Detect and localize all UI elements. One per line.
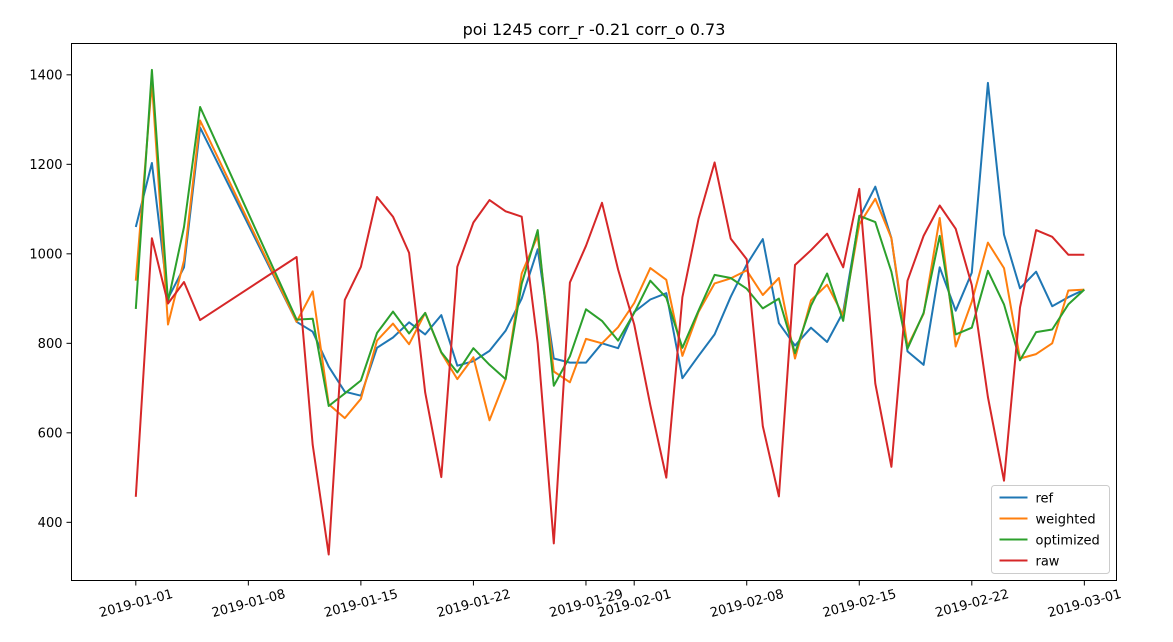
- plot-area-frame: [71, 43, 1117, 581]
- y-tick-label: 600: [38, 426, 63, 441]
- y-tick-label: 1400: [29, 68, 62, 83]
- legend: ref weighted optimized raw: [991, 485, 1110, 574]
- x-axis: 2019-01-01 2019-01-08 2019-01-15 2019-01-22…: [98, 580, 1123, 621]
- series-line-weighted: [134, 81, 1085, 422]
- y-tick-label: 1200: [29, 158, 62, 173]
- legend-box: [991, 485, 1110, 574]
- x-tick-label: 2019-01-08: [210, 587, 287, 621]
- x-tick-label: 2019-03-01: [1046, 587, 1123, 621]
- legend-label-raw: raw: [1036, 555, 1060, 570]
- x-tick-label: 2019-01-01: [98, 587, 175, 621]
- series-line-raw: [134, 161, 1085, 556]
- x-tick-label: 2019-01-22: [435, 587, 512, 621]
- y-axis: 400 600 800 1000 1200 1400: [29, 68, 72, 531]
- legend-label-weighted: weighted: [1036, 513, 1096, 528]
- series-line-optimized: [134, 68, 1085, 407]
- legend-label-ref: ref: [1036, 492, 1054, 507]
- series-layer: [134, 68, 1085, 556]
- x-tick-label: 2019-01-15: [323, 587, 400, 621]
- legend-label-optimized: optimized: [1036, 534, 1100, 549]
- x-tick-label: 2019-02-22: [934, 587, 1011, 621]
- y-tick-label: 800: [38, 337, 63, 352]
- y-tick-label: 1000: [29, 247, 62, 262]
- y-tick-label: 400: [38, 516, 63, 531]
- chart-title: poi 1245 corr_r -0.21 corr_o 0.73: [463, 20, 726, 40]
- x-tick-label: 2019-02-08: [709, 587, 786, 621]
- x-tick-label: 2019-02-15: [821, 587, 898, 621]
